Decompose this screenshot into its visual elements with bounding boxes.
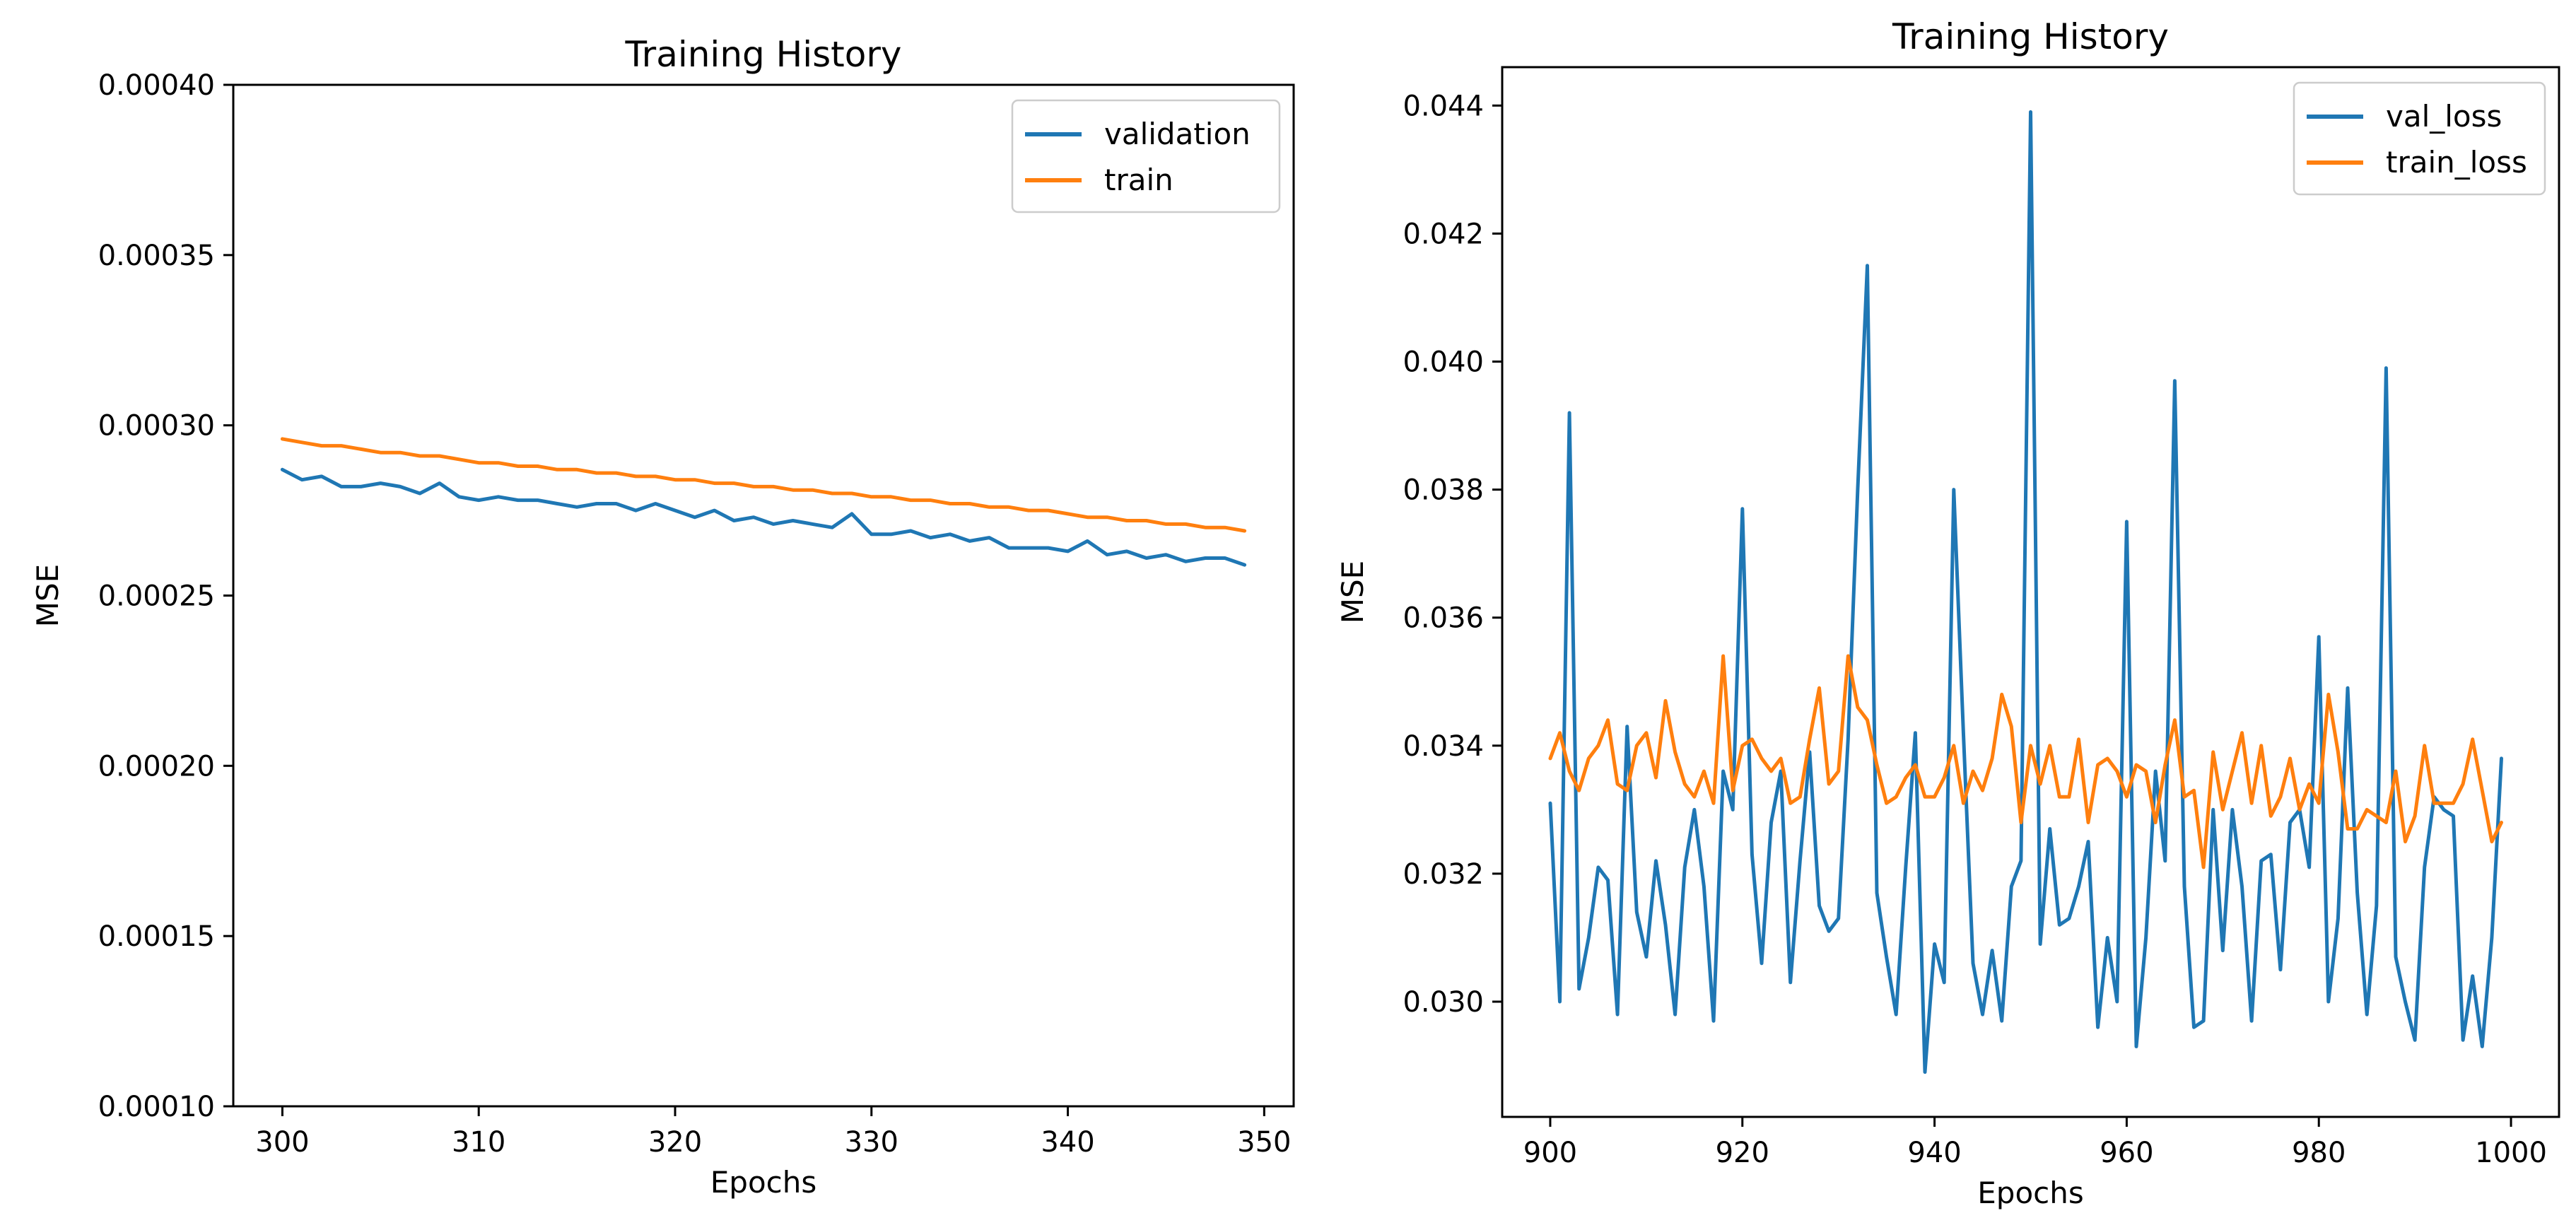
y-tick-label: 0.042 — [1403, 218, 1484, 250]
legend-label: val_loss — [2386, 99, 2502, 134]
series-line-validation — [280, 467, 1247, 567]
y-axis-label: MSE — [1335, 561, 1370, 623]
y-axis-label: MSE — [30, 564, 65, 627]
y-tick-label: 0.030 — [1403, 986, 1484, 1019]
x-tick-label: 920 — [1716, 1137, 1769, 1169]
legend: validation train — [1011, 99, 1281, 213]
x-axis-label: Epochs — [710, 1165, 817, 1200]
y-tick-label: 0.040 — [1403, 346, 1484, 379]
legend: val_loss train_loss — [2293, 81, 2546, 196]
y-tick-label: 0.00010 — [98, 1091, 215, 1123]
series-line-train — [280, 437, 1247, 533]
y-tick-label: 0.00030 — [98, 410, 215, 443]
x-tick-label: 960 — [2100, 1137, 2153, 1169]
y-tick-label: 0.00015 — [98, 920, 215, 953]
legend-label: train_loss — [2386, 145, 2527, 180]
chart-title: Training History — [1892, 16, 2169, 57]
y-tick-label: 0.00020 — [98, 750, 215, 783]
x-tick-label: 940 — [1907, 1137, 1961, 1169]
x-tick-label: 350 — [1237, 1126, 1291, 1159]
legend-label: train — [1104, 163, 1173, 197]
x-tick-label: 300 — [255, 1126, 309, 1159]
x-tick-label: 330 — [845, 1126, 898, 1159]
y-tick-label: 0.038 — [1403, 474, 1484, 507]
x-tick-label: 310 — [452, 1126, 505, 1159]
x-tick-label: 980 — [2292, 1137, 2346, 1169]
y-tick-label: 0.036 — [1403, 602, 1484, 635]
series-line-train-loss — [1548, 654, 2503, 869]
y-tick-label: 0.00040 — [98, 69, 215, 102]
x-tick-label: 1000 — [2475, 1137, 2547, 1169]
x-tick-label: 320 — [648, 1126, 702, 1159]
y-tick-label: 0.00035 — [98, 240, 215, 272]
y-tick-label: 0.044 — [1403, 90, 1484, 122]
chart-title: Training History — [624, 34, 901, 75]
legend-label: validation — [1104, 117, 1251, 151]
legend-box — [2293, 81, 2546, 196]
x-tick-label: 900 — [1523, 1137, 1577, 1169]
axes-frame — [1501, 66, 2560, 1118]
y-tick-label: 0.00025 — [98, 580, 215, 613]
legend-box — [1011, 99, 1281, 213]
x-axis-label: Epochs — [1977, 1176, 2084, 1210]
chart-panel-1: Training History 300 310 320 330 340 350 0.0001… — [30, 34, 1295, 1200]
x-tick-label: 340 — [1041, 1126, 1094, 1159]
chart-panel-2: Training History 900 920 940 960 980 1000 0.030… — [1335, 16, 2560, 1210]
y-tick-label: 0.032 — [1403, 858, 1484, 891]
y-tick-label: 0.034 — [1403, 730, 1484, 763]
axes-frame — [232, 83, 1295, 1108]
